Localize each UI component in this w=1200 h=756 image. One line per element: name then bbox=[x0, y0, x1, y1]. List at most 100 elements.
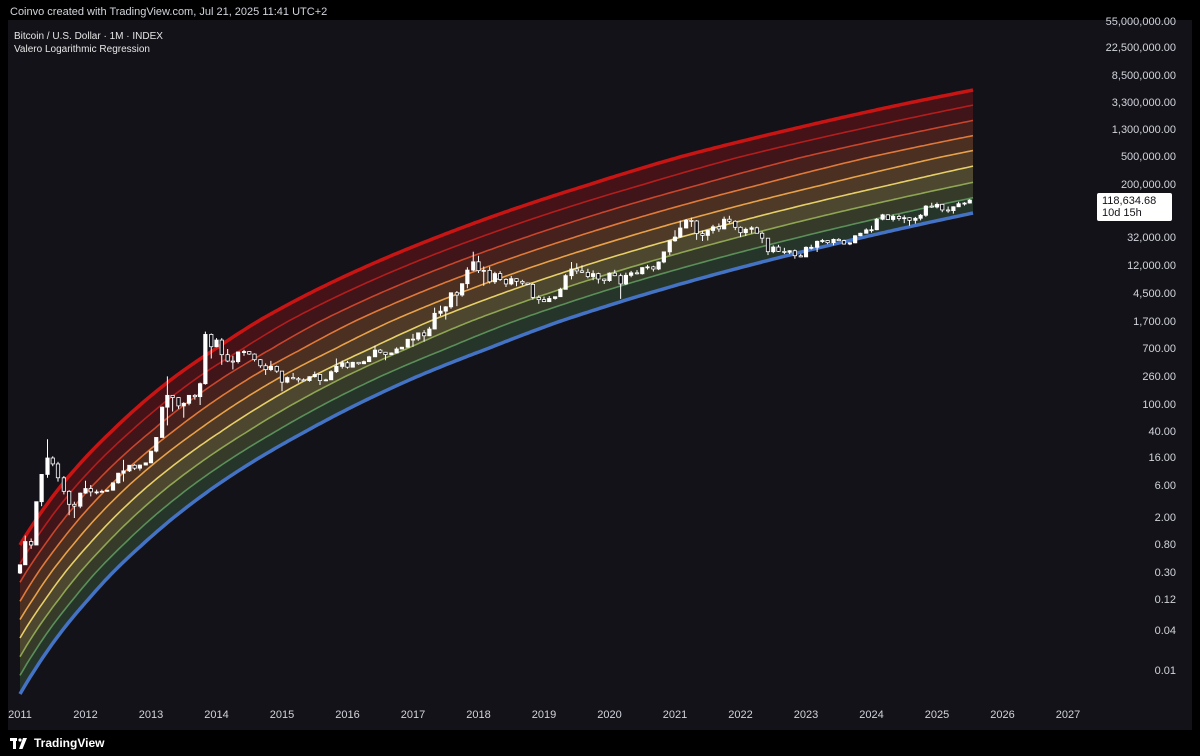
candle[interactable] bbox=[83, 480, 88, 494]
candle[interactable] bbox=[934, 202, 940, 209]
candle[interactable] bbox=[831, 238, 836, 246]
candle[interactable] bbox=[792, 249, 797, 259]
candle[interactable] bbox=[23, 535, 28, 566]
candle[interactable] bbox=[902, 215, 907, 224]
candle[interactable] bbox=[754, 226, 759, 234]
candle[interactable] bbox=[678, 220, 683, 238]
candle[interactable] bbox=[771, 245, 776, 254]
candle[interactable] bbox=[236, 351, 241, 364]
candle[interactable] bbox=[874, 217, 879, 231]
candle[interactable] bbox=[258, 359, 263, 368]
candle[interactable] bbox=[684, 219, 689, 229]
candle[interactable] bbox=[416, 332, 421, 341]
candle[interactable] bbox=[815, 240, 820, 252]
candle[interactable] bbox=[809, 244, 814, 250]
candle[interactable] bbox=[651, 265, 656, 272]
candle[interactable] bbox=[29, 538, 34, 549]
candle[interactable] bbox=[656, 261, 661, 271]
candle[interactable] bbox=[579, 265, 585, 273]
candle[interactable] bbox=[782, 247, 787, 255]
candle[interactable] bbox=[17, 564, 23, 574]
candle[interactable] bbox=[105, 489, 110, 492]
candle[interactable] bbox=[547, 295, 552, 303]
candle[interactable] bbox=[372, 345, 378, 358]
candle[interactable] bbox=[422, 330, 427, 342]
candle[interactable] bbox=[186, 394, 192, 406]
candle[interactable] bbox=[192, 394, 197, 400]
candle[interactable] bbox=[39, 474, 44, 507]
candle[interactable] bbox=[230, 355, 235, 370]
candle[interactable] bbox=[361, 360, 366, 365]
candle[interactable] bbox=[749, 226, 754, 234]
candle[interactable] bbox=[432, 307, 437, 330]
candle[interactable] bbox=[787, 250, 792, 255]
price-axis[interactable] bbox=[1092, 20, 1192, 708]
candle[interactable] bbox=[596, 272, 601, 284]
candle[interactable] bbox=[623, 272, 628, 286]
candle[interactable] bbox=[509, 275, 514, 286]
candle[interactable] bbox=[345, 360, 350, 369]
candle[interactable] bbox=[923, 205, 928, 217]
candle[interactable] bbox=[553, 296, 558, 300]
candle[interactable] bbox=[530, 283, 535, 300]
candle[interactable] bbox=[181, 402, 186, 418]
candle[interactable] bbox=[853, 235, 858, 244]
candle[interactable] bbox=[913, 216, 918, 224]
candle[interactable] bbox=[148, 450, 154, 464]
candle[interactable] bbox=[563, 274, 568, 290]
candle[interactable] bbox=[394, 347, 399, 354]
candle[interactable] bbox=[323, 378, 328, 382]
candle[interactable] bbox=[241, 349, 247, 356]
candle[interactable] bbox=[498, 271, 503, 281]
candle[interactable] bbox=[536, 295, 541, 304]
candle[interactable] bbox=[410, 333, 416, 347]
candle[interactable] bbox=[798, 253, 803, 258]
candle[interactable] bbox=[864, 228, 869, 234]
candle[interactable] bbox=[836, 238, 841, 242]
candle[interactable] bbox=[132, 464, 137, 471]
candle[interactable] bbox=[247, 351, 252, 355]
candle[interactable] bbox=[743, 227, 748, 236]
candle[interactable] bbox=[165, 376, 170, 426]
candle[interactable] bbox=[492, 271, 497, 284]
candle[interactable] bbox=[803, 246, 809, 258]
candle[interactable] bbox=[940, 203, 945, 213]
candle[interactable] bbox=[203, 331, 208, 385]
candle[interactable] bbox=[170, 394, 175, 412]
candle[interactable] bbox=[514, 278, 519, 287]
candle[interactable] bbox=[268, 360, 273, 372]
candle[interactable] bbox=[525, 282, 530, 285]
candle[interactable] bbox=[847, 242, 852, 246]
candle[interactable] bbox=[301, 378, 306, 382]
candle[interactable] bbox=[45, 439, 50, 478]
candle[interactable] bbox=[448, 292, 454, 309]
candle[interactable] bbox=[67, 490, 72, 516]
candle[interactable] bbox=[841, 239, 847, 245]
candle[interactable] bbox=[825, 240, 830, 245]
candle[interactable] bbox=[661, 251, 666, 264]
candle[interactable] bbox=[672, 230, 678, 242]
candle[interactable] bbox=[760, 231, 765, 244]
candle[interactable] bbox=[858, 232, 863, 237]
candle[interactable] bbox=[307, 376, 312, 382]
candle[interactable] bbox=[438, 305, 443, 316]
candle[interactable] bbox=[443, 306, 448, 320]
candle[interactable] bbox=[350, 361, 355, 368]
candle[interactable] bbox=[460, 283, 465, 297]
candle[interactable] bbox=[820, 238, 825, 243]
candle[interactable] bbox=[209, 333, 214, 359]
candle[interactable] bbox=[880, 213, 885, 221]
candle[interactable] bbox=[705, 229, 710, 241]
candle[interactable] bbox=[356, 361, 361, 365]
candle[interactable] bbox=[645, 264, 650, 270]
candle[interactable] bbox=[574, 263, 579, 274]
candle[interactable] bbox=[427, 326, 432, 337]
plot-area[interactable] bbox=[8, 20, 1092, 708]
candle[interactable] bbox=[160, 406, 165, 438]
candle[interactable] bbox=[891, 214, 896, 222]
candle[interactable] bbox=[219, 338, 224, 365]
candle[interactable] bbox=[137, 464, 142, 471]
candle[interactable] bbox=[727, 215, 732, 224]
candle[interactable] bbox=[967, 199, 972, 204]
candle[interactable] bbox=[94, 489, 99, 495]
